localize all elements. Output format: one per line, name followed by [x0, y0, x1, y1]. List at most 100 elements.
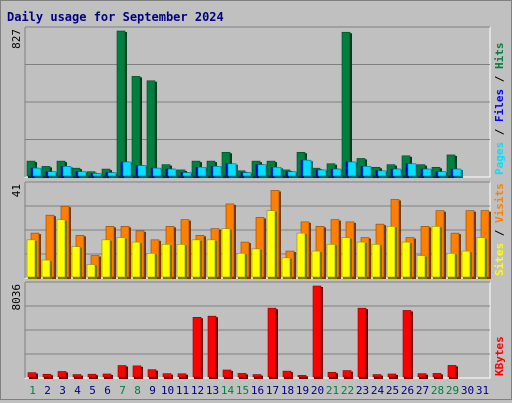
- bar-pages-day-9: [152, 167, 162, 177]
- panel-kbytes: 8036 KBytes: [10, 281, 506, 379]
- bar-sites-day-3: [56, 219, 66, 278]
- x-tick-label: 14: [221, 384, 235, 397]
- bar-sites-day-18: [281, 257, 291, 278]
- x-tick-label: 16: [251, 384, 264, 397]
- bar-sites-day-2: [41, 259, 51, 278]
- bar-pages-day-7: [122, 161, 132, 177]
- bar-sites-day-31: [476, 237, 486, 278]
- panel-visits-sites: 41 Sites / Visits: [10, 181, 506, 279]
- bar-sites-day-5: [86, 264, 96, 278]
- bar-pages-day-2: [47, 171, 57, 177]
- bar-sites-day-9: [146, 253, 156, 278]
- bar-pages-day-1: [32, 167, 42, 177]
- bar-pages-day-10: [167, 168, 177, 177]
- bar-pages-day-22: [347, 161, 357, 177]
- x-tick-label: 18: [281, 384, 294, 397]
- bar-kbytes-day-2: [42, 373, 52, 378]
- x-tick-label: 11: [176, 384, 189, 397]
- bar-kbytes-day-28: [432, 373, 442, 378]
- legend-separator: /: [493, 69, 506, 89]
- bar-kbytes-day-10: [162, 373, 172, 378]
- bar-kbytes-day-7: [117, 365, 127, 378]
- bar-pages-day-27: [422, 168, 432, 177]
- bar-pages-day-19: [302, 159, 312, 177]
- bar-sites-day-15: [236, 253, 246, 278]
- bar-sites-day-24: [371, 244, 381, 278]
- x-tick-label: 31: [476, 384, 489, 397]
- bar-pages-day-17: [272, 166, 282, 177]
- bar-kbytes-day-29: [447, 365, 457, 378]
- bar-pages-day-23: [362, 166, 372, 177]
- bar-kbytes-day-11: [177, 373, 187, 378]
- legend-pages: Pages: [493, 142, 506, 175]
- x-tick-label: 4: [74, 384, 81, 397]
- bar-kbytes-day-12: [192, 317, 202, 378]
- x-tick-label: 6: [104, 384, 111, 397]
- x-tick-label: 9: [149, 384, 156, 397]
- bar-hits-day-8: [131, 76, 141, 177]
- bar-pages-day-21: [332, 168, 342, 177]
- bar-hits-day-9: [146, 80, 156, 177]
- bar-sites-day-26: [401, 241, 411, 278]
- bar-kbytes-day-4: [72, 374, 82, 378]
- legend-files: Files: [493, 89, 506, 122]
- series-legend-kbytes: KBytes: [493, 336, 506, 376]
- bar-sites-day-7: [116, 237, 126, 278]
- bar-kbytes-day-9: [147, 369, 157, 378]
- bar-kbytes-day-24: [372, 374, 382, 378]
- bar-pages-day-29: [452, 168, 462, 177]
- x-tick-label: 10: [161, 384, 174, 397]
- legend-separator: /: [493, 223, 506, 243]
- bar-pages-day-13: [212, 166, 222, 177]
- bar-pages-day-28: [437, 171, 447, 177]
- bar-hits-day-22: [341, 31, 351, 177]
- bar-sites-day-23: [356, 241, 366, 278]
- x-axis: 1 2 3 4 5 6 7 8 9 10 11 12 13 14 15 16 17 18 19 20 21 22 23 24 2…: [29, 384, 489, 397]
- bar-kbytes-day-16: [252, 374, 262, 378]
- x-tick-label: 23: [356, 384, 369, 397]
- x-tick-label: 29: [446, 384, 459, 397]
- bar-kbytes-day-21: [327, 371, 337, 378]
- bar-sites-day-11: [176, 244, 186, 278]
- bar-kbytes-day-3: [57, 371, 67, 378]
- bar-kbytes-day-18: [282, 370, 292, 378]
- bar-pages-day-16: [257, 164, 267, 177]
- bar-sites-day-1: [26, 239, 36, 278]
- bar-shadow: [299, 376, 308, 379]
- bar-kbytes-day-22: [342, 370, 352, 378]
- bar-sites-day-30: [461, 250, 471, 278]
- bar-sites-day-19: [296, 232, 306, 278]
- chart-title: Daily usage for September 2024: [7, 10, 224, 24]
- x-tick-label: 21: [326, 384, 339, 397]
- bar-sites-day-22: [341, 237, 351, 278]
- x-tick-label: 7: [119, 384, 126, 397]
- x-tick-label: 20: [311, 384, 324, 397]
- bar-kbytes-day-23: [357, 307, 367, 378]
- panel-hits-files-pages: 827 Pages / Files / Hits: [10, 26, 506, 178]
- bar-kbytes-day-13: [207, 315, 217, 378]
- y-max-label: 41: [10, 184, 23, 197]
- bar-sites-day-28: [431, 226, 441, 278]
- x-tick-label: 15: [236, 384, 249, 397]
- bar-pages-day-20: [317, 169, 327, 177]
- legend-kbytes: KBytes: [493, 336, 506, 376]
- bar-pages-day-11: [182, 172, 192, 177]
- bar-pages-day-25: [392, 168, 402, 177]
- x-tick-label: 22: [341, 384, 354, 397]
- bar-kbytes-day-14: [222, 369, 232, 378]
- y-max-label: 827: [10, 29, 23, 49]
- x-tick-label: 30: [461, 384, 474, 397]
- x-tick-label: 24: [371, 384, 385, 397]
- chart-panels: 827 Pages / Files / Hits 41 Sites / Visits 8…: [10, 26, 506, 379]
- series-legend-hits-files-pages: Pages / Files / Hits: [493, 43, 506, 176]
- bar-pages-day-26: [407, 163, 417, 177]
- bar-sites-day-13: [206, 239, 216, 278]
- bar-kbytes-day-25: [387, 373, 397, 378]
- bar-kbytes-day-5: [87, 373, 97, 378]
- bar-kbytes-day-26: [402, 310, 412, 378]
- bar-pages-day-4: [77, 171, 87, 177]
- x-tick-label: 1: [29, 384, 36, 397]
- bar-pages-day-24: [377, 170, 387, 177]
